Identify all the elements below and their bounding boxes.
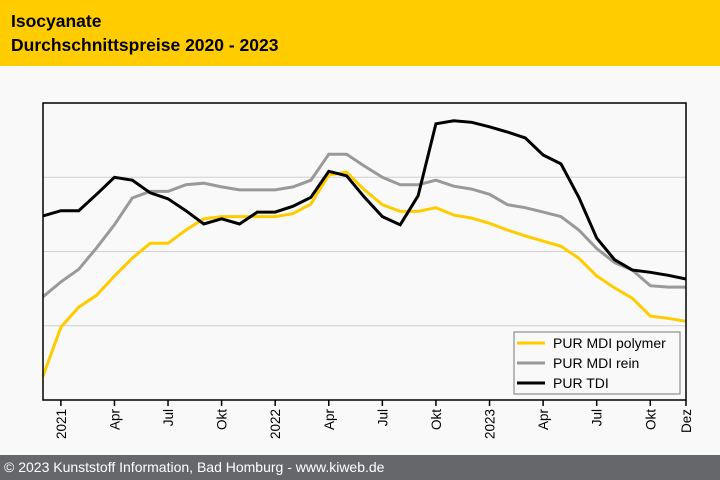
plot-frame (42, 102, 687, 401)
x-tick-label: Okt (643, 409, 658, 430)
chart-header: Isocyanate Durchschnittspreise 2020 - 20… (0, 0, 720, 66)
x-tick-label: Jul (161, 409, 176, 426)
x-tick-label: Apr (322, 409, 337, 431)
x-tick-label: Okt (429, 409, 444, 430)
x-tick-label: Jul (375, 409, 390, 426)
chart-title: Isocyanate (11, 11, 102, 31)
x-tick-label: Apr (107, 409, 122, 431)
copyright-text: © 2023 Kunststoff Information, Bad Hombu… (4, 459, 385, 475)
chart-subtitle: Durchschnittspreise 2020 - 2023 (11, 35, 279, 55)
series-line-pur-tdi (42, 119, 687, 281)
legend-label: PUR MDI polymer (553, 335, 666, 351)
line-chart: 2021 Apr Jul Okt 2022 Apr Jul Okt 2023 Apr Jul Okt D… (41, 102, 694, 439)
x-tick-label: 2022 (268, 409, 283, 439)
legend-label: PUR MDI rein (553, 355, 639, 371)
x-tick-label: Jul (590, 409, 605, 426)
footer: © 2023 Kunststoff Information, Bad Hombu… (0, 455, 720, 480)
x-tick-label: 2023 (483, 409, 498, 439)
x-tick-label: Okt (215, 409, 230, 430)
series-line-pur-mdi-polymer (41, 170, 687, 377)
x-tick-label: Apr (536, 409, 551, 431)
legend-label: PUR TDI (553, 375, 609, 391)
x-tick-label: 2021 (54, 409, 69, 439)
legend: PUR MDI polymer PUR MDI rein PUR TDI (513, 331, 681, 395)
x-tick-label: Dez (679, 409, 694, 433)
